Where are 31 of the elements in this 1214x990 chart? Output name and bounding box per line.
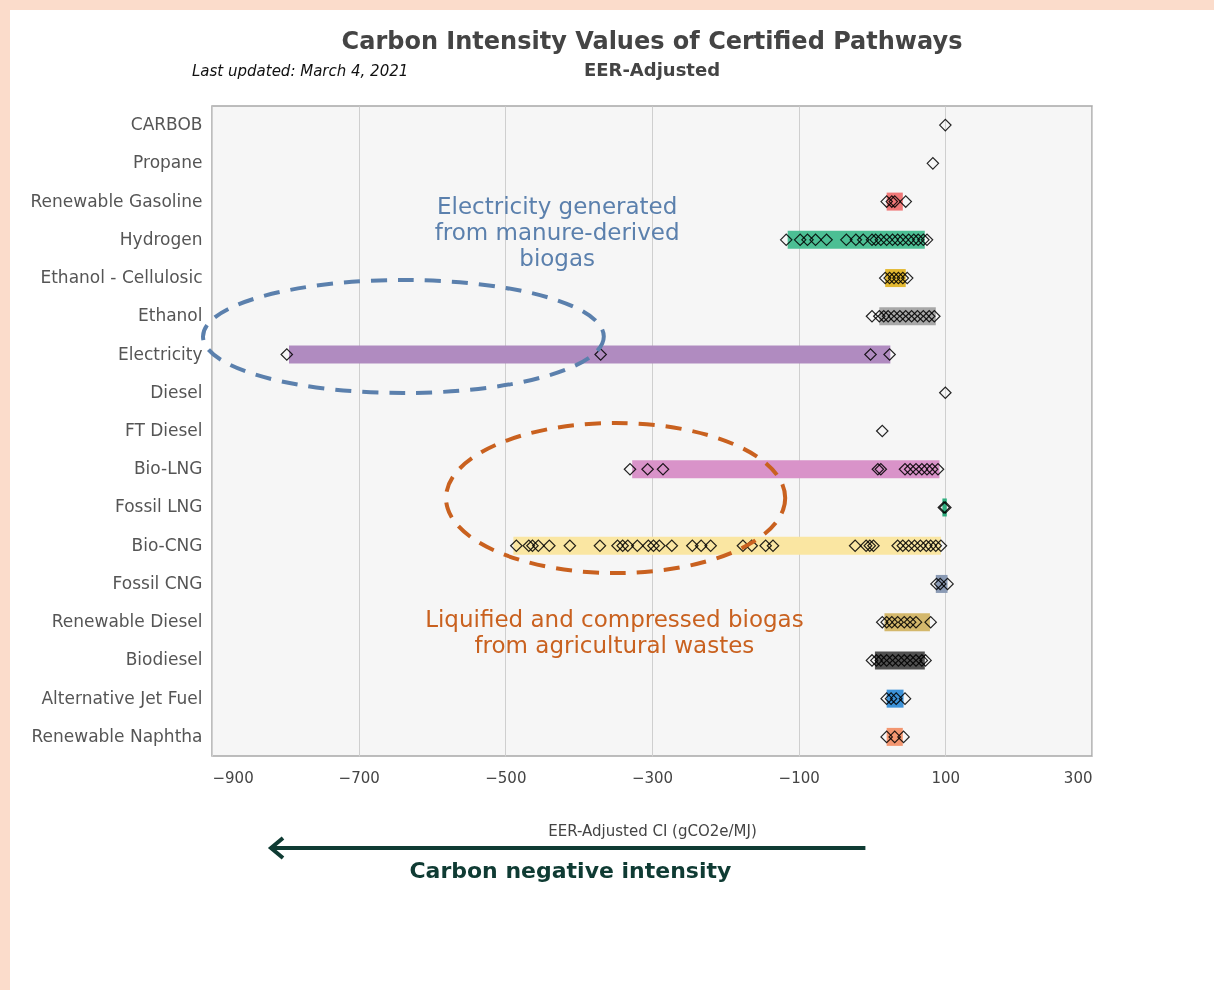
y-tick-label: Ethanol - Cellulosic [40, 267, 203, 288]
y-tick-label: Bio-CNG [131, 534, 203, 555]
x-tick-label: −100 [778, 768, 820, 787]
text: Carbon negative intensity [408, 858, 733, 883]
annotation: Liquified and compressed biogas from agricultural wastes [424, 606, 805, 658]
x-tick-label: −700 [338, 768, 380, 787]
y-tick-label: Alternative Jet Fuel [41, 687, 203, 708]
y-tick-label: Renewable Gasoline [30, 190, 203, 211]
chart-title: Carbon Intensity Values of Certified Pathways [341, 27, 963, 55]
x-tick-label: −900 [212, 768, 254, 787]
y-tick-label: Biodiesel [125, 649, 203, 670]
chart-subtitle: EER-Adjusted [583, 59, 721, 80]
text: Last updated: March 4, 2021 [192, 62, 410, 80]
y-tick-label: CARBOB [130, 114, 203, 135]
y-tick-label: Propane [133, 152, 203, 173]
x-tick-label: 100 [931, 768, 961, 787]
y-tick-label: Hydrogen [119, 228, 203, 249]
x-axis-title: EER-Adjusted CI (gCO2e/MJ) [548, 821, 757, 840]
y-tick-label: FT Diesel [124, 420, 203, 440]
annotation: Electricity generated from manure-derived biogas [433, 193, 681, 272]
y-tick-label: Fossil LNG [115, 496, 203, 517]
y-tick-label: Ethanol [138, 305, 203, 326]
x-tick-label: −300 [631, 768, 674, 787]
y-tick-label: Fossil CNG [112, 572, 203, 593]
y-tick-label: Electricity [118, 343, 203, 364]
x-tick-label: −500 [485, 768, 527, 787]
y-tick-label: Renewable Diesel [51, 611, 203, 632]
y-tick-label: Bio-LNG [133, 458, 203, 479]
x-tick-label: 300 [1063, 768, 1093, 787]
y-tick-label: Renewable Naphtha [31, 725, 203, 746]
y-tick-label: Diesel [150, 381, 203, 402]
